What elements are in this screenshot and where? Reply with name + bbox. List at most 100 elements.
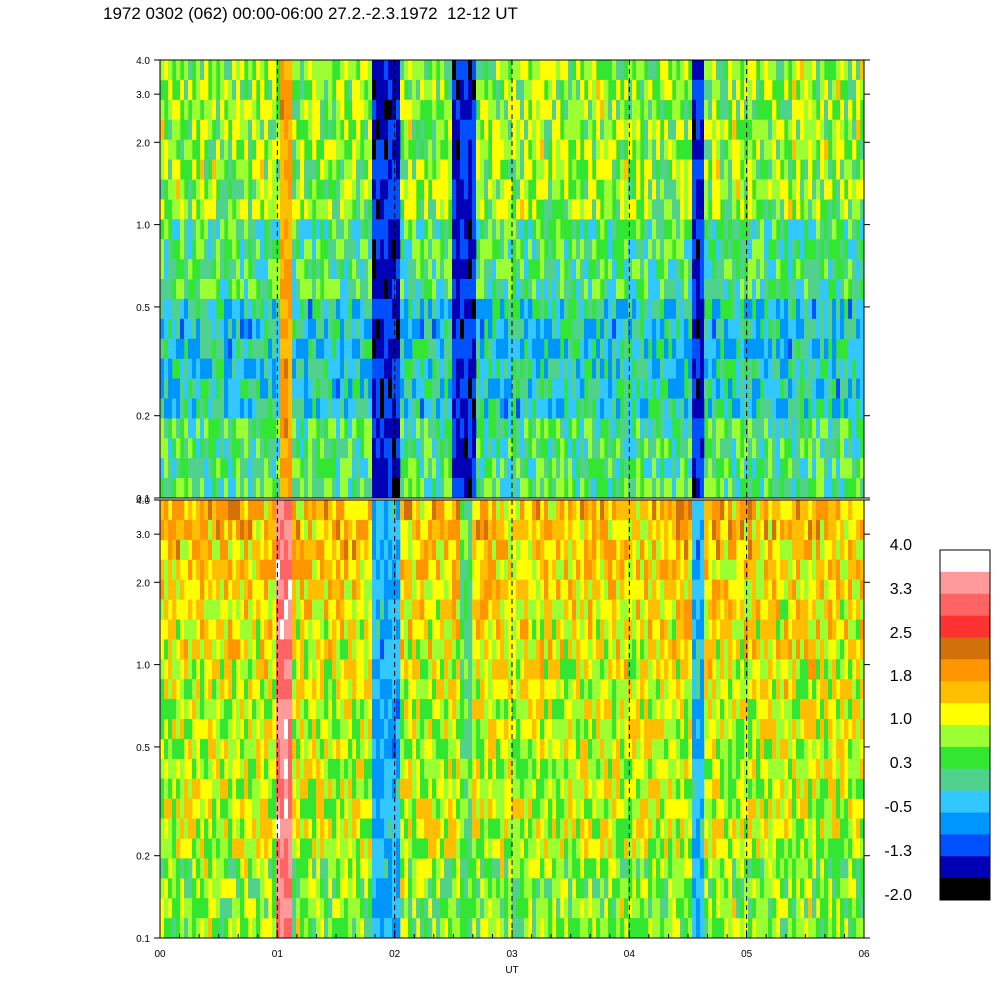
- spectrogram-cell: [240, 878, 245, 899]
- spectrogram-cell: [472, 358, 477, 379]
- spectrogram-cell: [232, 318, 237, 340]
- spectrogram-cell: [236, 99, 241, 121]
- spectrogram-cell: [536, 818, 541, 839]
- spectrogram-cell: [484, 898, 489, 919]
- spectrogram-cell: [816, 458, 821, 479]
- spectrogram-cell: [564, 79, 569, 101]
- spectrogram-cell: [264, 579, 269, 600]
- spectrogram-cell: [188, 738, 193, 760]
- spectrogram-cell: [576, 60, 581, 81]
- spectrogram-cell: [740, 139, 745, 160]
- spectrogram-cell: [468, 159, 473, 180]
- spectrogram-cell: [432, 99, 437, 121]
- spectrogram-cell: [556, 539, 561, 561]
- spectrogram-cell: [216, 898, 221, 919]
- spectrogram-cell: [788, 458, 793, 479]
- spectrogram-cell: [752, 338, 757, 359]
- spectrogram-cell: [360, 559, 365, 580]
- spectrogram-cell: [184, 659, 189, 680]
- spectrogram-cell: [740, 279, 745, 300]
- spectrogram-cell: [268, 500, 273, 521]
- spectrogram-cell: [444, 279, 449, 300]
- spectrogram-cell: [272, 99, 277, 121]
- spectrogram-cell: [340, 579, 345, 600]
- spectrogram-cell: [376, 139, 381, 160]
- spectrogram-cell: [464, 778, 469, 799]
- spectrogram-cell: [688, 279, 693, 300]
- spectrogram-cell: [448, 79, 453, 101]
- spectrogram-cell: [400, 778, 405, 799]
- spectrogram-cell: [624, 458, 629, 479]
- spectrogram-cell: [336, 719, 341, 740]
- spectrogram-cell: [292, 298, 297, 320]
- spectrogram-cell: [160, 798, 165, 819]
- spectrogram-cell: [724, 279, 729, 300]
- spectrogram-cell: [440, 559, 445, 580]
- spectrogram-cell: [744, 458, 749, 479]
- spectrogram-cell: [224, 478, 229, 499]
- spectrogram-cell: [552, 458, 557, 479]
- spectrogram-cell: [600, 99, 605, 121]
- spectrogram-cell: [528, 659, 533, 680]
- spectrogram-cell: [540, 599, 545, 620]
- spectrogram-cell: [388, 99, 393, 121]
- spectrogram-cell: [236, 378, 241, 399]
- spectrogram-cell: [860, 398, 865, 419]
- spectrogram-cell: [512, 699, 517, 720]
- spectrogram-cell: [200, 679, 205, 700]
- spectrogram-cell: [416, 699, 421, 720]
- spectrogram-cell: [276, 438, 281, 459]
- spectrogram-cell: [564, 99, 569, 121]
- spectrogram-cell: [464, 99, 469, 121]
- spectrogram-cell: [460, 478, 465, 499]
- spectrogram-cell: [820, 378, 825, 399]
- spectrogram-cell: [392, 318, 397, 340]
- spectrogram-cell: [324, 279, 329, 300]
- spectrogram-cell: [748, 478, 753, 499]
- spectrogram-cell: [288, 778, 293, 799]
- spectrogram-cell: [440, 199, 445, 220]
- spectrogram-cell: [380, 458, 385, 479]
- spectrogram-cell: [452, 818, 457, 839]
- spectrogram-cell: [568, 438, 573, 459]
- spectrogram-cell: [716, 119, 721, 140]
- spectrogram-cell: [720, 279, 725, 300]
- spectrogram-cell: [304, 318, 309, 340]
- spectrogram-cell: [380, 259, 385, 280]
- spectrogram-cell: [400, 758, 405, 780]
- spectrogram-cell: [776, 418, 781, 439]
- spectrogram-cell: [176, 579, 181, 600]
- spectrogram-cell: [716, 318, 721, 340]
- spectrogram-cell: [692, 79, 697, 101]
- spectrogram-cell: [632, 318, 637, 340]
- spectrogram-cell: [468, 878, 473, 899]
- spectrogram-cell: [160, 838, 165, 859]
- spectrogram-cell: [408, 179, 413, 200]
- spectrogram-cell: [176, 398, 181, 419]
- spectrogram-cell: [832, 358, 837, 379]
- spectrogram-cell: [752, 119, 757, 140]
- spectrogram-cell: [212, 818, 217, 839]
- spectrogram-cell: [464, 119, 469, 140]
- spectrogram-cell: [660, 199, 665, 220]
- spectrogram-cell: [372, 438, 377, 459]
- spectrogram-cell: [592, 219, 597, 240]
- spectrogram-cell: [172, 878, 177, 899]
- spectrogram-cell: [852, 219, 857, 240]
- spectrogram-cell: [808, 298, 813, 320]
- spectrogram-cell: [320, 858, 325, 879]
- spectrogram-cell: [360, 259, 365, 280]
- spectrogram-cell: [608, 199, 613, 220]
- spectrogram-cell: [468, 539, 473, 561]
- spectrogram-cell: [512, 458, 517, 479]
- spectrogram-cell: [600, 878, 605, 899]
- spectrogram-cell: [376, 478, 381, 499]
- spectrogram-cell: [444, 438, 449, 459]
- spectrogram-cell: [356, 559, 361, 580]
- spectrogram-cell: [820, 119, 825, 140]
- spectrogram-cell: [476, 119, 481, 140]
- spectrogram-cell: [240, 898, 245, 919]
- spectrogram-cell: [224, 119, 229, 140]
- spectrogram-cell: [576, 119, 581, 140]
- spectrogram-cell: [628, 438, 633, 459]
